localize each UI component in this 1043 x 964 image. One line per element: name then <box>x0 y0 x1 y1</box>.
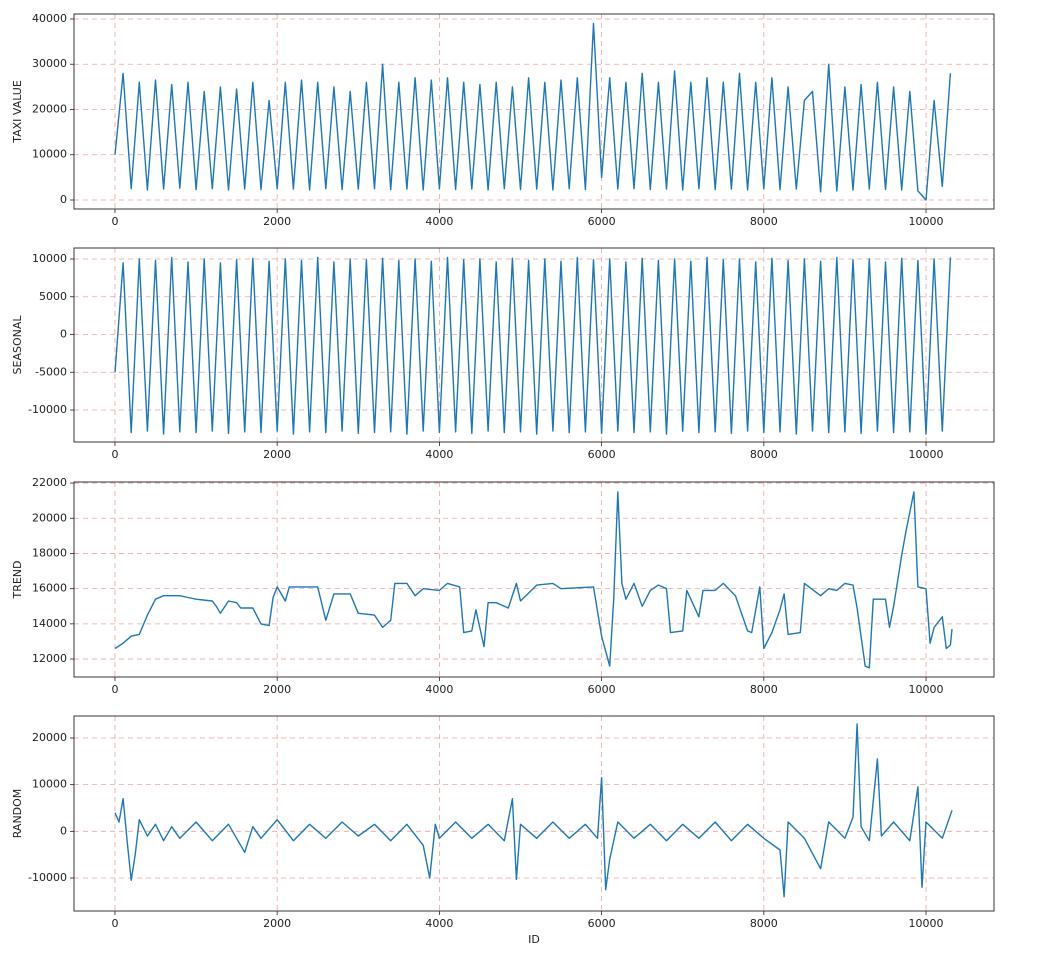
y-tick-label: 0 <box>60 824 67 837</box>
y-tick-label: 40000 <box>32 12 67 25</box>
x-tick-label: 10000 <box>909 917 944 930</box>
x-tick-label: 0 <box>111 917 118 930</box>
y-tick-label: 14000 <box>32 617 67 630</box>
y-axis-label: TAXI VALUE <box>11 80 24 144</box>
x-tick-label: 6000 <box>588 215 616 228</box>
y-axis-label: RANDOM <box>11 789 24 839</box>
y-axis-label: SEASONAL <box>11 315 24 375</box>
x-tick-label: 10000 <box>909 215 944 228</box>
data-line <box>114 256 952 435</box>
x-tick-label: 2000 <box>263 215 291 228</box>
y-tick-label: -5000 <box>35 365 67 378</box>
y-tick-label: -10000 <box>28 871 67 884</box>
y-tick-label: 0 <box>60 328 67 341</box>
x-tick-label: 4000 <box>425 215 453 228</box>
y-tick-label: 20000 <box>32 102 67 115</box>
x-tick-label: 6000 <box>588 917 616 930</box>
x-tick-label: 6000 <box>588 448 616 461</box>
x-tick-label: 0 <box>111 683 118 696</box>
x-tick-label: 4000 <box>425 448 453 461</box>
data-line <box>114 723 953 898</box>
y-tick-label: -10000 <box>28 403 67 416</box>
x-tick-label: 0 <box>111 215 118 228</box>
data-line <box>114 491 953 669</box>
y-tick-label: 20000 <box>32 731 67 744</box>
x-tick-label: 8000 <box>750 683 778 696</box>
y-tick-label: 0 <box>60 193 67 206</box>
x-tick-label: 0 <box>111 448 118 461</box>
y-tick-label: 30000 <box>32 57 67 70</box>
x-axis-label: ID <box>528 933 540 946</box>
y-tick-label: 10000 <box>32 778 67 791</box>
y-tick-label: 18000 <box>32 546 67 559</box>
x-tick-label: 8000 <box>750 917 778 930</box>
plot-frame <box>73 247 995 443</box>
plot-frame <box>73 715 995 912</box>
y-tick-label: 10000 <box>32 252 67 265</box>
y-tick-label: 20000 <box>32 511 67 524</box>
y-tick-label: 12000 <box>32 652 67 665</box>
x-tick-label: 10000 <box>909 448 944 461</box>
y-tick-label: 10000 <box>32 148 67 161</box>
plot-frame <box>73 13 995 210</box>
x-tick-label: 8000 <box>750 215 778 228</box>
x-tick-label: 4000 <box>425 683 453 696</box>
y-tick-label: 16000 <box>32 582 67 595</box>
x-tick-label: 4000 <box>425 917 453 930</box>
x-tick-label: 2000 <box>263 917 291 930</box>
x-tick-label: 2000 <box>263 448 291 461</box>
x-tick-label: 2000 <box>263 683 291 696</box>
plot-frame <box>73 481 995 678</box>
y-axis-label: TREND <box>11 560 24 599</box>
x-tick-label: 10000 <box>909 683 944 696</box>
x-tick-label: 8000 <box>750 448 778 461</box>
y-tick-label: 22000 <box>32 476 67 489</box>
x-tick-label: 6000 <box>588 683 616 696</box>
y-tick-label: 5000 <box>39 290 67 303</box>
data-line <box>114 22 952 201</box>
